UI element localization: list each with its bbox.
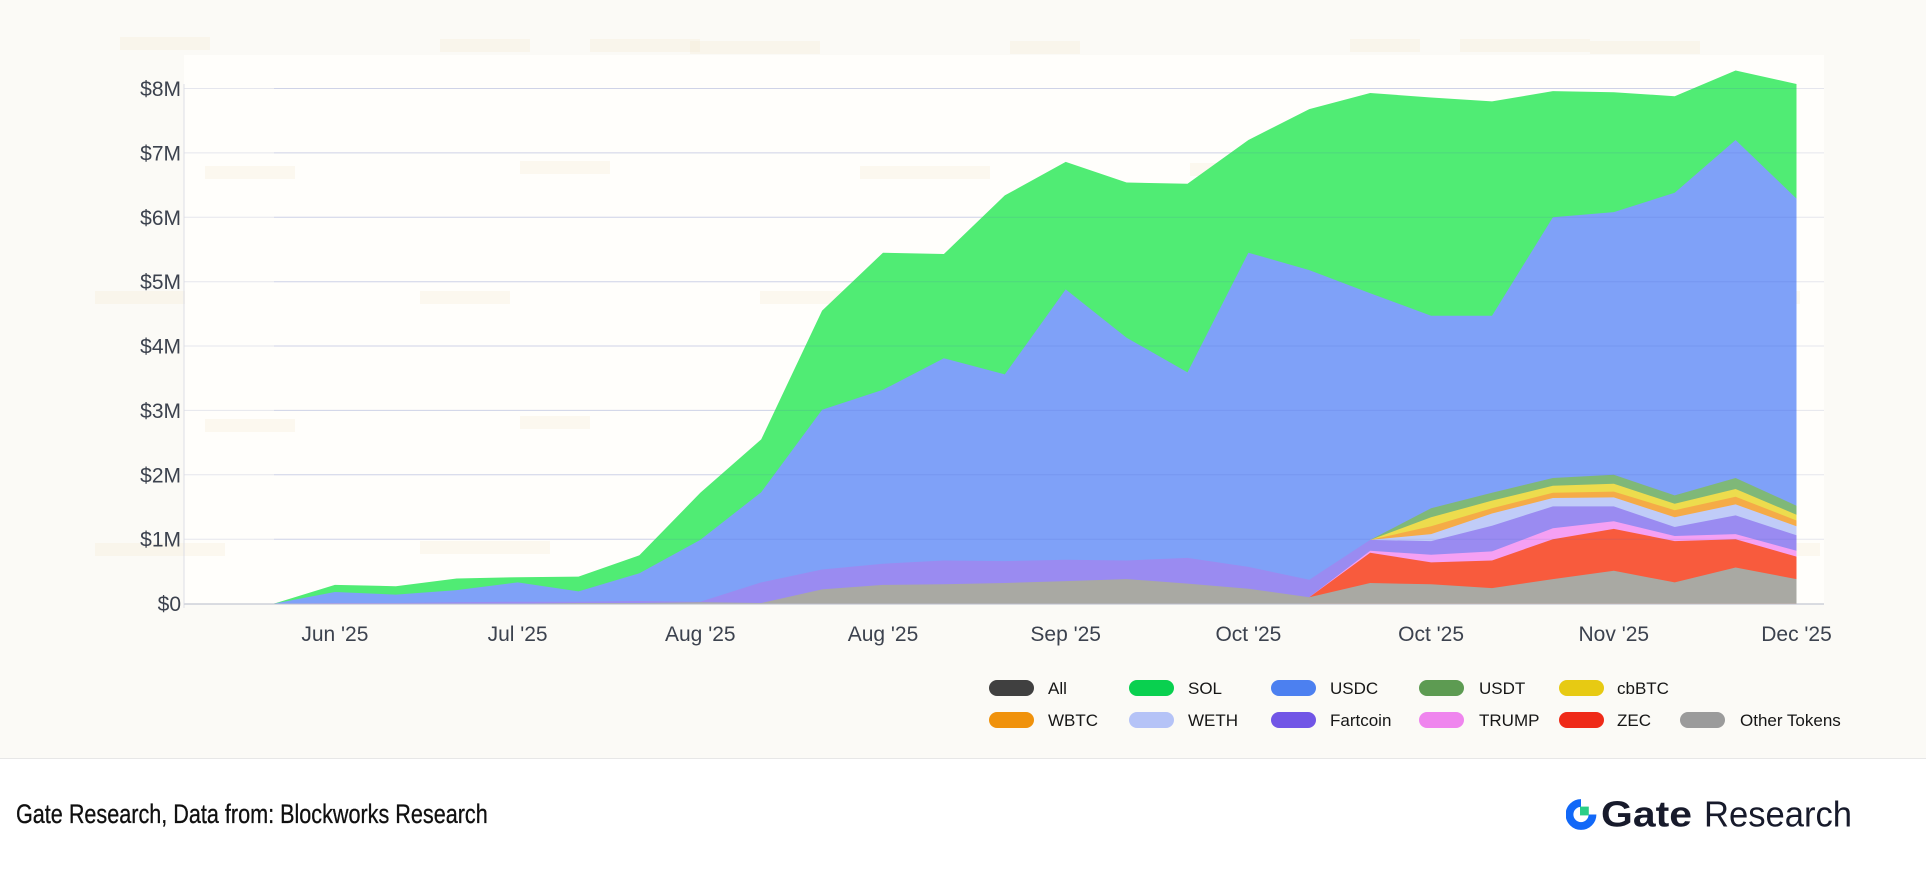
- svg-text:$2M: $2M: [140, 464, 181, 487]
- svg-text:$4M: $4M: [140, 336, 181, 359]
- svg-text:Oct '25: Oct '25: [1398, 623, 1464, 646]
- svg-text:Aug '25: Aug '25: [665, 623, 736, 646]
- svg-text:Jul '25: Jul '25: [488, 623, 548, 646]
- svg-text:$7M: $7M: [140, 142, 181, 165]
- svg-text:Aug '25: Aug '25: [848, 623, 919, 646]
- svg-text:Jun '25: Jun '25: [301, 623, 368, 646]
- svg-text:$3M: $3M: [140, 400, 181, 423]
- svg-text:$5M: $5M: [140, 271, 181, 294]
- svg-text:Dec '25: Dec '25: [1761, 623, 1832, 646]
- svg-text:$1M: $1M: [140, 529, 181, 552]
- svg-text:Research: Research: [1704, 795, 1852, 835]
- svg-text:Oct '25: Oct '25: [1215, 623, 1281, 646]
- svg-text:Gate: Gate: [1601, 795, 1692, 835]
- svg-text:$6M: $6M: [140, 207, 181, 230]
- svg-text:$8M: $8M: [140, 78, 181, 101]
- svg-text:Nov '25: Nov '25: [1579, 623, 1650, 646]
- svg-text:$0: $0: [158, 593, 181, 616]
- svg-text:Sep '25: Sep '25: [1030, 623, 1101, 646]
